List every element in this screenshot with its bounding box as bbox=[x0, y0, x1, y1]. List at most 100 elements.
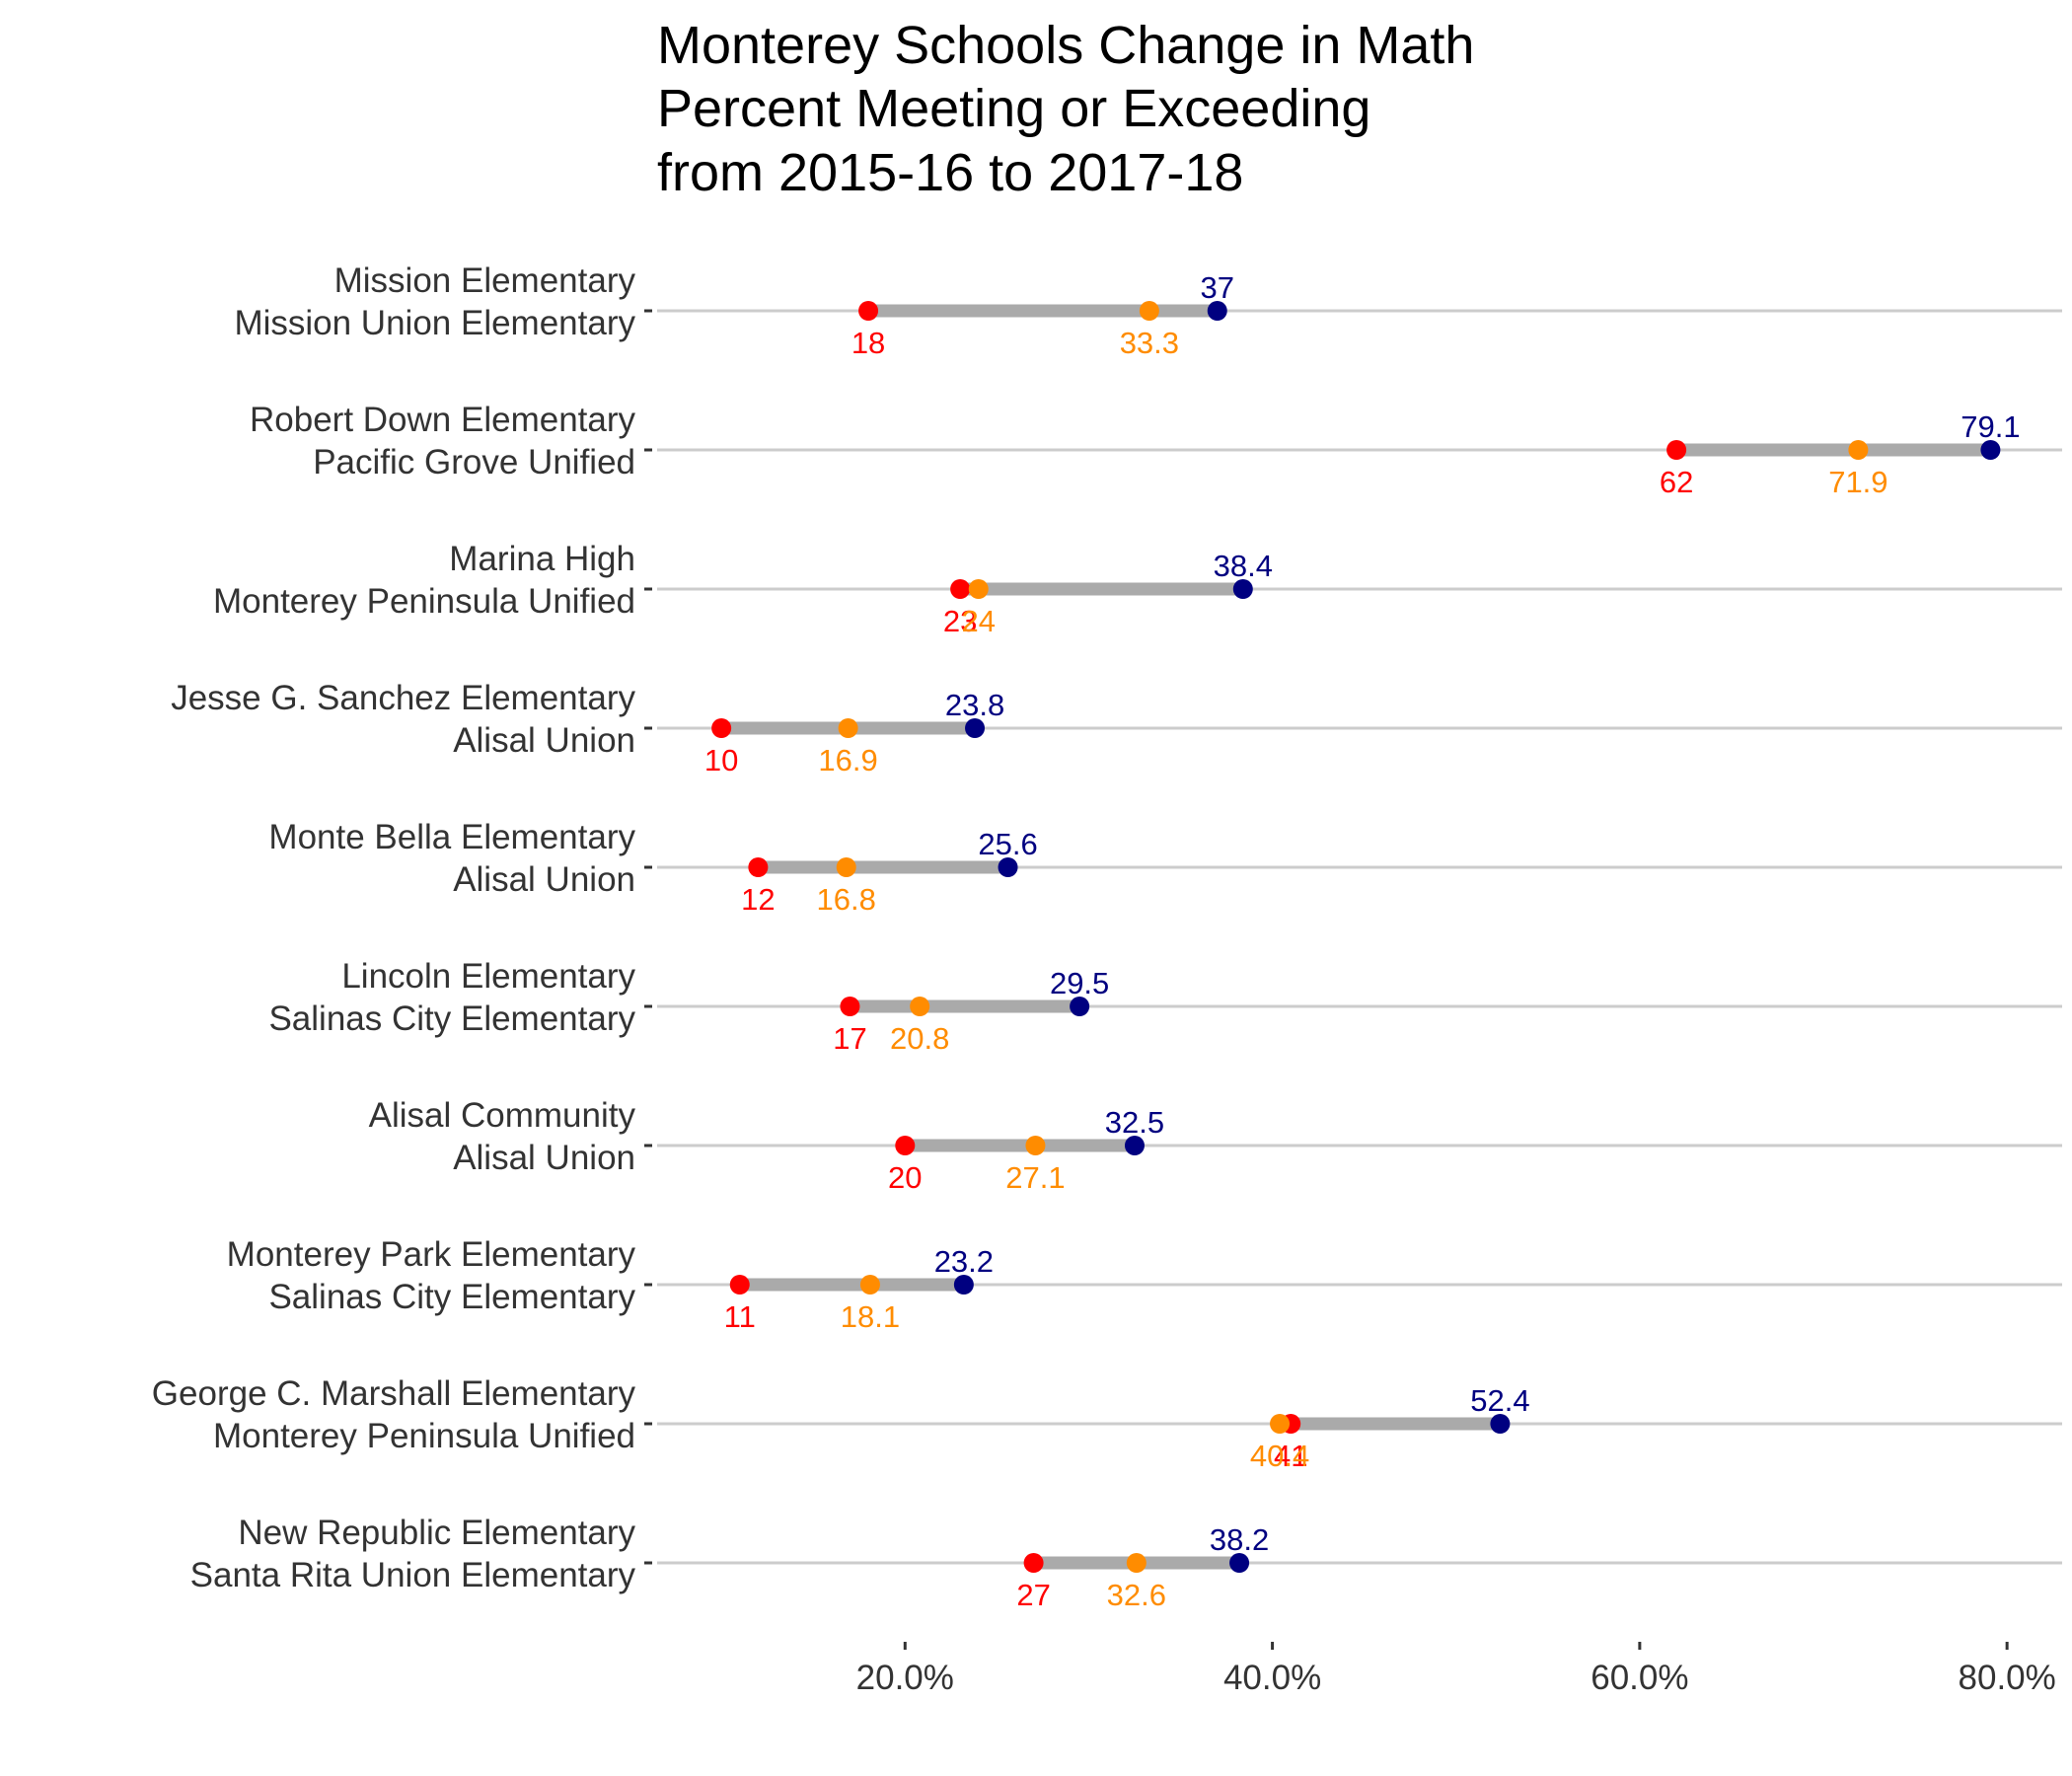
start-value-label: 20 bbox=[888, 1160, 922, 1195]
data-row: New Republic Elementary Santa Rita Union … bbox=[190, 1514, 1270, 1612]
data-row: Jesse G. Sanchez Elementary Alisal Union 1… bbox=[171, 679, 1004, 777]
data-row: Alisal Community Alisal Union 20 27.1 32.5 bbox=[369, 1096, 1165, 1195]
end-value-label: 29.5 bbox=[1050, 966, 1109, 1000]
y-label-district: Alisal Union bbox=[453, 1139, 635, 1177]
x-tick-label: 80.0% bbox=[1959, 1659, 2056, 1697]
end-point bbox=[1490, 1414, 1511, 1434]
title-line-3: from 2015-16 to 2017-18 bbox=[657, 143, 1243, 202]
start-point bbox=[729, 1275, 750, 1295]
y-label-district: Alisal Union bbox=[453, 860, 635, 899]
y-label-district: Mission Union Elementary bbox=[234, 304, 635, 342]
end-value-label: 32.5 bbox=[1105, 1105, 1164, 1140]
title-line-2: Percent Meeting or Exceeding bbox=[657, 79, 1370, 138]
end-point bbox=[998, 857, 1018, 877]
start-value-label: 12 bbox=[741, 882, 775, 917]
y-label-school: New Republic Elementary bbox=[238, 1514, 635, 1552]
middle-point bbox=[910, 997, 930, 1016]
end-point bbox=[1207, 301, 1227, 321]
y-label-district: Monterey Peninsula Unified bbox=[213, 1417, 635, 1455]
y-label-school: Monterey Park Elementary bbox=[227, 1235, 636, 1274]
end-point bbox=[965, 718, 986, 738]
middle-point bbox=[838, 718, 858, 738]
data-row: Marina High Monterey Peninsula Unified 232… bbox=[213, 540, 1273, 638]
end-point bbox=[1229, 1553, 1250, 1573]
y-label-district: Salinas City Elementary bbox=[268, 1278, 635, 1316]
middle-value-label: 27.1 bbox=[1005, 1160, 1065, 1195]
middle-point bbox=[836, 857, 856, 877]
middle-value-label: 71.9 bbox=[1828, 465, 1887, 499]
data-row: Mission Elementary Mission Union Elementa… bbox=[234, 261, 1234, 360]
y-label-school: Monte Bella Elementary bbox=[268, 818, 635, 856]
end-value-label: 23.8 bbox=[945, 688, 1004, 722]
y-label-school: Alisal Community bbox=[369, 1096, 636, 1135]
middle-point bbox=[1139, 301, 1159, 321]
end-value-label: 38.2 bbox=[1210, 1522, 1269, 1557]
start-value-label: 10 bbox=[704, 743, 738, 777]
start-point bbox=[1023, 1553, 1044, 1573]
start-value-label: 62 bbox=[1660, 465, 1693, 499]
end-value-label: 23.2 bbox=[934, 1244, 994, 1279]
y-label-district: Santa Rita Union Elementary bbox=[190, 1556, 636, 1594]
start-value-label: 23 bbox=[943, 604, 977, 638]
middle-point bbox=[1848, 440, 1869, 460]
y-label-school: Robert Down Elementary bbox=[250, 401, 635, 439]
end-value-label: 37 bbox=[1200, 270, 1233, 305]
y-label-school: George C. Marshall Elementary bbox=[152, 1374, 636, 1413]
start-point bbox=[950, 579, 971, 599]
end-point bbox=[953, 1275, 974, 1295]
start-point bbox=[711, 718, 732, 738]
start-value-label: 18 bbox=[851, 326, 885, 360]
end-point bbox=[1232, 579, 1253, 599]
end-point bbox=[1070, 997, 1090, 1016]
end-value-label: 38.4 bbox=[1214, 549, 1273, 583]
start-value-label: 27 bbox=[1016, 1578, 1050, 1612]
middle-value-label: 18.1 bbox=[841, 1299, 900, 1334]
middle-value-label: 16.9 bbox=[818, 743, 877, 777]
middle-value-label: 16.8 bbox=[817, 882, 876, 917]
start-value-label: 41 bbox=[1274, 1439, 1307, 1473]
middle-value-label: 32.6 bbox=[1107, 1578, 1166, 1612]
middle-point bbox=[968, 579, 989, 599]
end-value-label: 52.4 bbox=[1470, 1383, 1529, 1418]
y-label-district: Alisal Union bbox=[453, 721, 635, 760]
middle-value-label: 33.3 bbox=[1120, 326, 1179, 360]
y-label-school: Mission Elementary bbox=[334, 261, 636, 300]
data-row: George C. Marshall Elementary Monterey Pe… bbox=[152, 1374, 1530, 1473]
chart-title: Monterey Schools Change in Math Percent … bbox=[657, 16, 1474, 202]
end-value-label: 79.1 bbox=[1961, 409, 2020, 444]
middle-point bbox=[859, 1275, 880, 1295]
middle-value-label: 20.8 bbox=[890, 1021, 949, 1056]
y-label-school: Lincoln Elementary bbox=[341, 957, 635, 996]
middle-point bbox=[1025, 1136, 1046, 1155]
x-axis: 20.0% 40.0% 60.0% 80.0% bbox=[856, 1642, 2056, 1697]
data-row: Robert Down Elementary Pacific Grove Unif… bbox=[250, 401, 2021, 499]
data-row: Monte Bella Elementary Alisal Union 12 16.8… bbox=[268, 818, 1037, 917]
y-label-district: Pacific Grove Unified bbox=[313, 443, 635, 481]
y-label-school: Marina High bbox=[449, 540, 635, 578]
end-value-label: 25.6 bbox=[978, 827, 1037, 861]
start-point bbox=[895, 1136, 916, 1155]
middle-value-label: 24 bbox=[962, 604, 996, 638]
end-point bbox=[1980, 440, 2001, 460]
start-value-label: 11 bbox=[724, 1299, 756, 1334]
x-tick-label: 40.0% bbox=[1223, 1659, 1321, 1697]
title-line-1: Monterey Schools Change in Math bbox=[657, 16, 1474, 75]
y-label-school: Jesse G. Sanchez Elementary bbox=[171, 679, 635, 717]
y-label-district: Salinas City Elementary bbox=[268, 999, 635, 1038]
data-row: Monterey Park Elementary Salinas City Ele… bbox=[227, 1235, 994, 1334]
middle-point bbox=[1126, 1553, 1147, 1573]
start-point bbox=[840, 997, 860, 1016]
end-point bbox=[1124, 1136, 1145, 1155]
start-point bbox=[1666, 440, 1687, 460]
x-tick-label: 20.0% bbox=[856, 1659, 954, 1697]
start-value-label: 17 bbox=[833, 1021, 866, 1056]
y-label-district: Monterey Peninsula Unified bbox=[213, 582, 635, 621]
start-point bbox=[858, 301, 879, 321]
start-point bbox=[748, 857, 769, 877]
middle-point bbox=[1270, 1414, 1291, 1434]
x-tick-label: 60.0% bbox=[1591, 1659, 1688, 1697]
plot-rows: Mission Elementary Mission Union Elementa… bbox=[152, 261, 2021, 1612]
middle-value-label: 40.4 bbox=[1250, 1439, 1309, 1473]
